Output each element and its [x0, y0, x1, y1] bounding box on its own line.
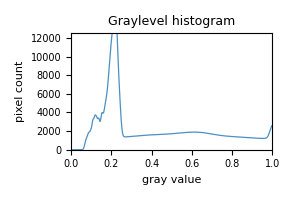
Title: Graylevel histogram: Graylevel histogram: [108, 15, 235, 28]
X-axis label: gray value: gray value: [142, 175, 201, 185]
Y-axis label: pixel count: pixel count: [15, 61, 25, 122]
